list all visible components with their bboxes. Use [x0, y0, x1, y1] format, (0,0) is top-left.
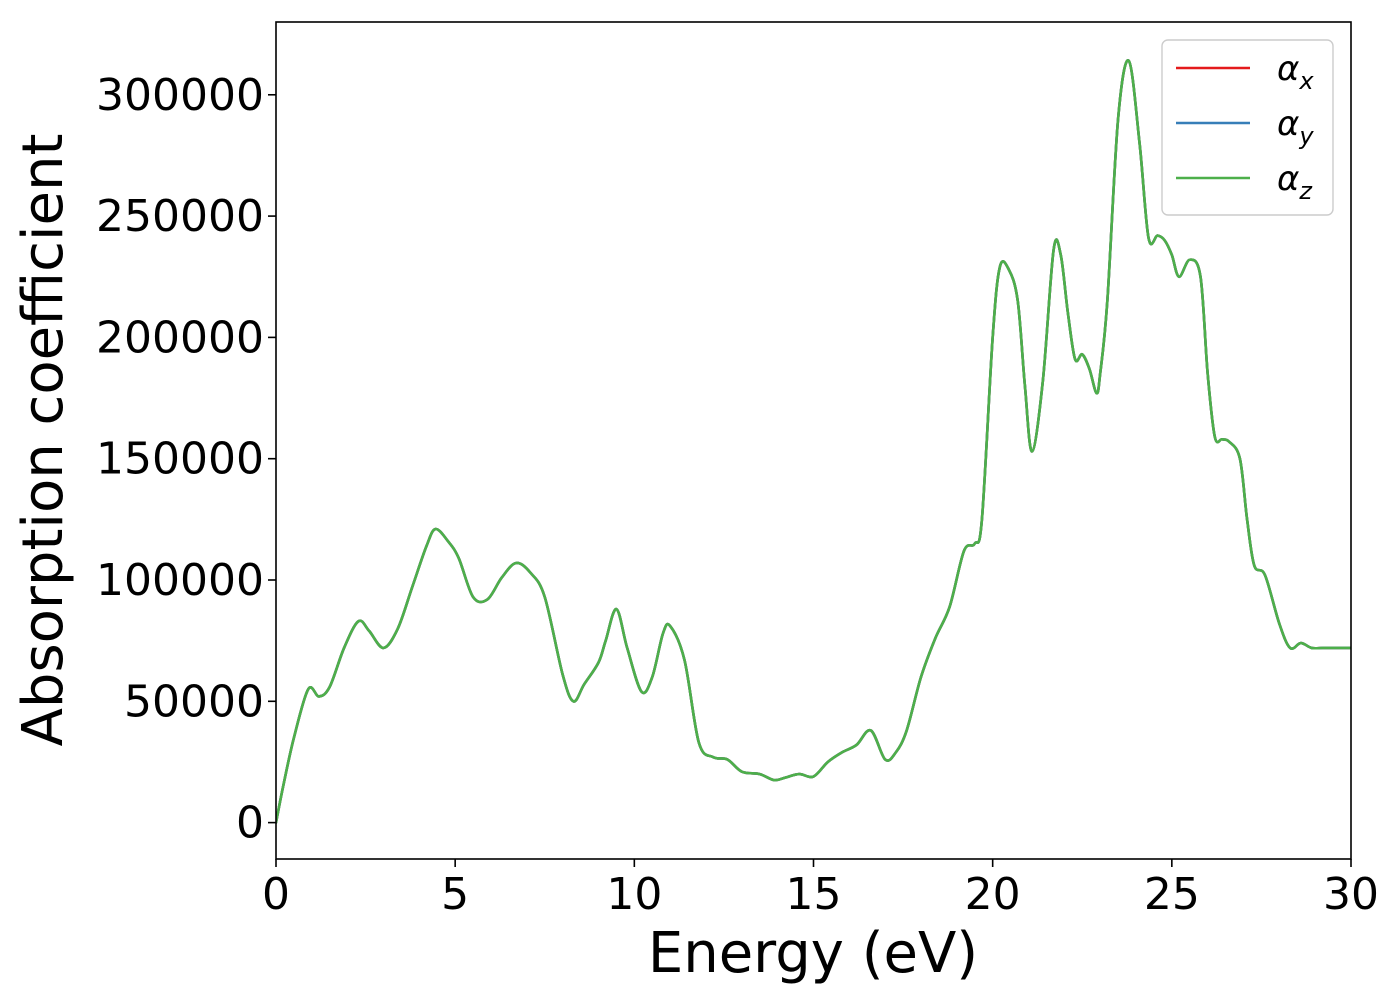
x-tick-label: 25: [1144, 869, 1200, 920]
y-tick-label: 150000: [96, 434, 264, 485]
x-axis-label: Energy (eV): [648, 921, 978, 986]
legend-item-alpha-y: αy: [1176, 104, 1314, 150]
legend-item-alpha-z: αz: [1176, 159, 1313, 205]
y-tick-label: 0: [236, 798, 264, 849]
x-tick-label: 5: [441, 869, 469, 920]
legend-item-alpha-x: αx: [1176, 49, 1314, 95]
x-tick-label: 10: [606, 869, 662, 920]
series-alpha-z-line: [276, 59, 1351, 824]
legend-label: αx: [1277, 49, 1314, 95]
y-tick-label: 200000: [96, 312, 264, 363]
y-axis-ticks: 0 50000 100000 150000 200000 250000 300000: [96, 70, 276, 849]
x-tick-label: 15: [786, 869, 842, 920]
legend-box: [1161, 39, 1334, 216]
y-axis-label: Absorption coefficient: [11, 134, 76, 747]
legend-symbol: α: [1277, 49, 1299, 89]
legend-label: αy: [1277, 104, 1314, 150]
legend-symbol: α: [1277, 104, 1299, 144]
legend-subscript: y: [1298, 122, 1314, 150]
legend-subscript: x: [1298, 67, 1314, 95]
series-layer: [276, 59, 1351, 824]
legend-subscript: z: [1298, 177, 1313, 205]
x-tick-label: 0: [262, 869, 290, 920]
legend-symbol: α: [1277, 159, 1299, 199]
x-tick-label: 20: [965, 869, 1021, 920]
x-axis-ticks: 0 5 10 15 20 25 30: [262, 859, 1379, 920]
y-tick-label: 100000: [96, 555, 264, 606]
legend-label: αz: [1277, 159, 1313, 205]
y-tick-label: 50000: [124, 676, 264, 727]
y-tick-label: 300000: [96, 70, 264, 121]
y-tick-label: 250000: [96, 191, 264, 242]
x-tick-label: 30: [1323, 869, 1379, 920]
